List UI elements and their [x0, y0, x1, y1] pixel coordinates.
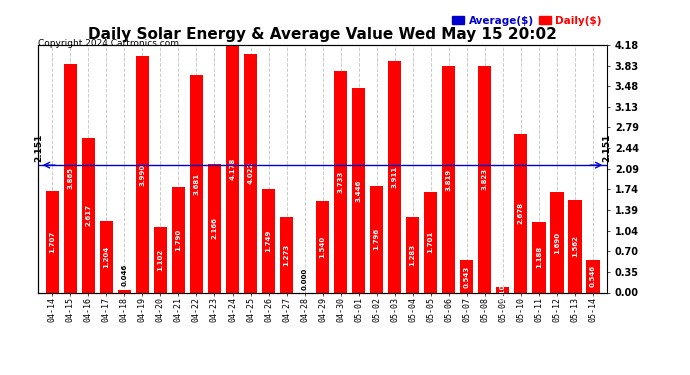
Title: Daily Solar Energy & Average Value Wed May 15 20:02: Daily Solar Energy & Average Value Wed M… [88, 27, 557, 42]
Text: 1.188: 1.188 [535, 246, 542, 268]
Bar [154, 227, 167, 292]
Bar [496, 286, 509, 292]
Text: 1.790: 1.790 [175, 228, 181, 251]
Text: 1.749: 1.749 [266, 230, 272, 252]
Bar [460, 260, 473, 292]
Text: 2.166: 2.166 [212, 217, 217, 239]
Bar [244, 54, 257, 292]
Bar [279, 217, 293, 292]
Text: 0.046: 0.046 [121, 264, 128, 286]
Bar [514, 134, 527, 292]
Bar [63, 64, 77, 292]
Text: 0.543: 0.543 [464, 265, 470, 288]
Bar [316, 201, 329, 292]
Text: 1.562: 1.562 [572, 236, 578, 257]
Bar [424, 192, 437, 292]
Bar [478, 66, 491, 292]
Bar [532, 222, 546, 292]
Bar [136, 56, 149, 292]
Text: 3.990: 3.990 [139, 163, 146, 186]
Bar [81, 138, 95, 292]
Text: 2.151: 2.151 [34, 134, 43, 162]
Text: 0.000: 0.000 [302, 267, 308, 290]
Bar [388, 61, 402, 292]
Text: 2.617: 2.617 [86, 204, 91, 226]
Bar [172, 186, 185, 292]
Text: 3.733: 3.733 [337, 171, 344, 193]
Text: 3.823: 3.823 [482, 168, 488, 190]
Bar [586, 260, 600, 292]
Text: 0.546: 0.546 [590, 265, 595, 287]
Text: 2.678: 2.678 [518, 202, 524, 224]
Bar [46, 191, 59, 292]
Bar [442, 66, 455, 292]
Text: 0.101: 0.101 [500, 278, 506, 301]
Text: 1.102: 1.102 [157, 249, 164, 271]
Text: 1.204: 1.204 [104, 246, 110, 268]
Bar [352, 88, 366, 292]
Bar [568, 200, 582, 292]
Text: 1.283: 1.283 [410, 243, 415, 266]
Bar [226, 45, 239, 292]
Bar [370, 186, 384, 292]
Bar [99, 221, 113, 292]
Bar [118, 290, 131, 292]
Text: 1.701: 1.701 [428, 231, 433, 253]
Text: 1.707: 1.707 [50, 231, 55, 253]
Text: 1.690: 1.690 [554, 231, 560, 254]
Text: 1.540: 1.540 [319, 236, 326, 258]
Bar [208, 164, 221, 292]
Text: 1.273: 1.273 [284, 244, 290, 266]
Bar [262, 189, 275, 292]
Text: 2.151: 2.151 [602, 134, 611, 162]
Text: Copyright 2024 Cartronics.com: Copyright 2024 Cartronics.com [38, 39, 179, 48]
Bar [190, 75, 204, 292]
Text: 3.911: 3.911 [392, 166, 397, 188]
Text: 3.819: 3.819 [446, 168, 452, 190]
Text: 3.446: 3.446 [355, 179, 362, 202]
Bar [334, 72, 347, 292]
Bar [406, 216, 420, 292]
Text: 1.796: 1.796 [373, 228, 380, 251]
Legend: Average($), Daily($): Average($), Daily($) [452, 15, 602, 26]
Text: 4.178: 4.178 [230, 158, 235, 180]
Text: 3.681: 3.681 [193, 172, 199, 195]
Bar [550, 192, 564, 292]
Text: 4.022: 4.022 [248, 162, 253, 184]
Text: 3.865: 3.865 [68, 167, 73, 189]
